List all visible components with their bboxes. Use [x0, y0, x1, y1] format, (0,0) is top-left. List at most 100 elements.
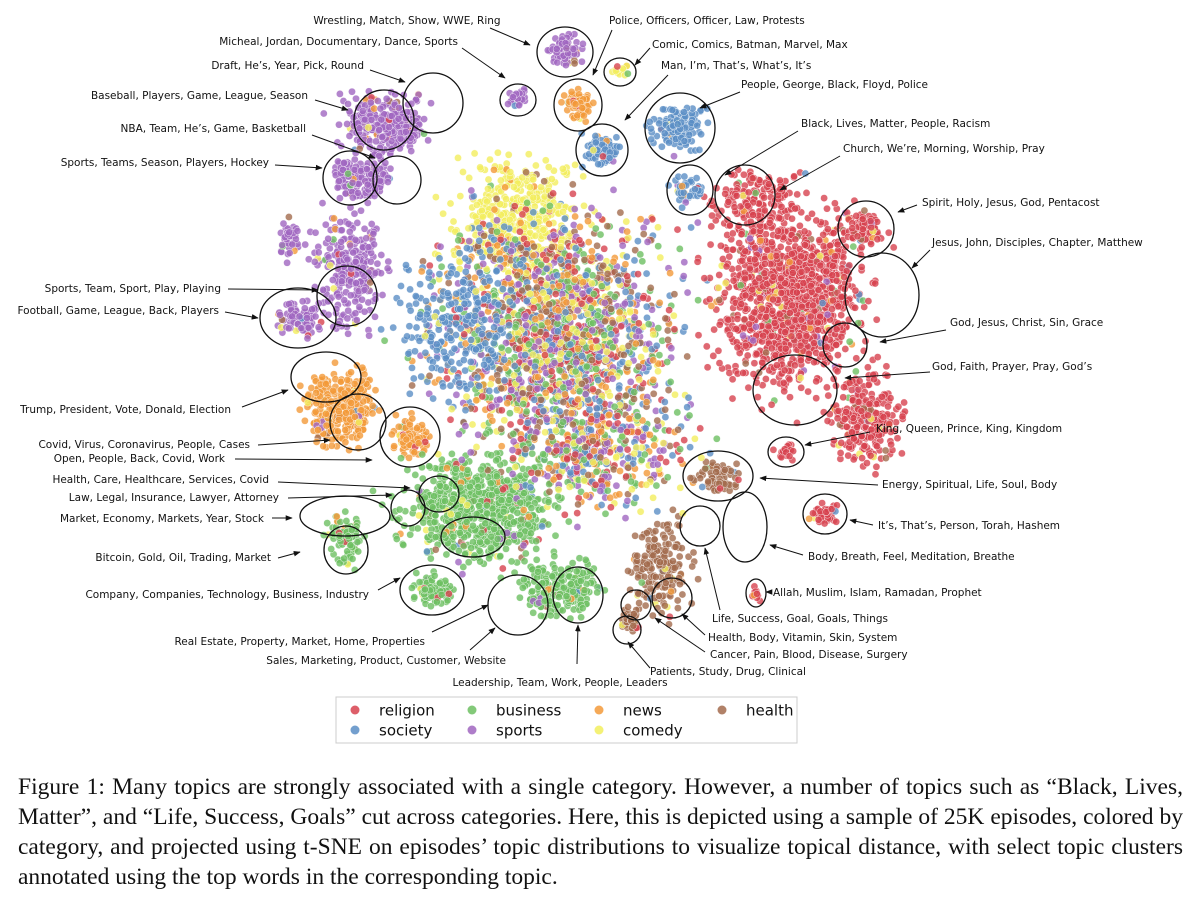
- point: [730, 203, 739, 211]
- point: [762, 312, 771, 321]
- point: [483, 197, 491, 206]
- point: [706, 240, 715, 249]
- point: [578, 604, 587, 613]
- point: [528, 587, 537, 596]
- point: [374, 97, 382, 105]
- point: [740, 170, 748, 179]
- point: [332, 512, 341, 521]
- point: [573, 111, 582, 120]
- point: [372, 137, 380, 146]
- point: [780, 387, 789, 396]
- point: [760, 193, 769, 202]
- point: [529, 609, 538, 617]
- point: [624, 69, 632, 78]
- point: [408, 584, 416, 592]
- point: [873, 353, 882, 361]
- point: [802, 332, 811, 340]
- point: [578, 104, 587, 112]
- point: [580, 201, 588, 210]
- point: [364, 243, 373, 251]
- point: [406, 530, 415, 539]
- point: [852, 354, 861, 363]
- point: [761, 260, 769, 268]
- point: [851, 303, 859, 312]
- point: [334, 427, 342, 436]
- point: [787, 332, 796, 341]
- point: [814, 326, 822, 334]
- point: [354, 180, 363, 188]
- point: [793, 288, 801, 297]
- point: [487, 491, 496, 499]
- point: [375, 126, 384, 134]
- point: [505, 215, 514, 224]
- point: [492, 472, 501, 481]
- point: [348, 87, 356, 96]
- point: [367, 116, 376, 124]
- point: [777, 289, 786, 297]
- point: [504, 150, 513, 159]
- point: [688, 562, 697, 571]
- point: [823, 383, 831, 392]
- point: [430, 571, 439, 580]
- point: [522, 549, 530, 558]
- point-cloud: [274, 30, 909, 636]
- point: [756, 294, 764, 302]
- point: [737, 300, 746, 308]
- point: [532, 556, 541, 564]
- point: [739, 331, 747, 340]
- point: [819, 242, 828, 251]
- point: [439, 209, 447, 218]
- point: [797, 315, 806, 324]
- point: [344, 100, 352, 108]
- point: [822, 255, 831, 264]
- point: [829, 262, 837, 270]
- point: [388, 430, 396, 439]
- point: [812, 394, 821, 403]
- point: [486, 155, 494, 164]
- point: [503, 476, 512, 485]
- point: [513, 509, 522, 517]
- point: [371, 312, 379, 321]
- point: [767, 238, 776, 247]
- point: [448, 450, 456, 458]
- point: [331, 358, 339, 367]
- point: [409, 504, 418, 513]
- point: [555, 593, 563, 601]
- point: [812, 216, 821, 225]
- point: [293, 227, 302, 235]
- point: [427, 99, 435, 107]
- point: [344, 329, 352, 338]
- point: [832, 341, 841, 349]
- point: [893, 434, 902, 443]
- point: [886, 394, 895, 402]
- point: [366, 257, 375, 266]
- point: [360, 370, 369, 379]
- point: [674, 604, 682, 612]
- point: [478, 212, 487, 221]
- point: [413, 424, 421, 433]
- point: [481, 519, 490, 528]
- point: [635, 599, 643, 607]
- point: [337, 226, 346, 234]
- point: [867, 223, 876, 232]
- point: [526, 183, 534, 191]
- point: [303, 314, 311, 322]
- point: [579, 40, 587, 48]
- point: [735, 239, 744, 247]
- point: [341, 507, 350, 516]
- point: [788, 250, 796, 258]
- point: [529, 175, 538, 184]
- point: [798, 302, 806, 311]
- point: [842, 422, 851, 431]
- point: [779, 379, 788, 387]
- point: [809, 509, 817, 518]
- point: [571, 100, 580, 108]
- point: [527, 504, 536, 512]
- point: [354, 444, 363, 453]
- point: [765, 218, 774, 227]
- point: [324, 234, 333, 243]
- point: [845, 337, 854, 346]
- point: [842, 407, 850, 416]
- point: [337, 237, 346, 246]
- point: [375, 151, 384, 160]
